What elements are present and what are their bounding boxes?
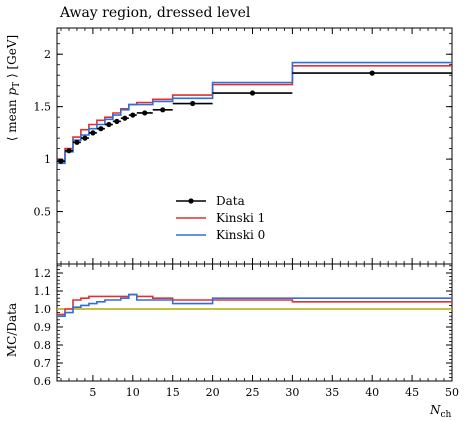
series-kinski1-step-line	[57, 65, 452, 161]
data-point	[90, 130, 96, 136]
x-tick-label: 10	[126, 386, 140, 399]
x-axis-label: Nch	[429, 403, 452, 420]
x-tick-label: 50	[445, 386, 459, 399]
data-point	[74, 139, 80, 145]
x-tick-label: 25	[246, 386, 260, 399]
legend-label-data: Data	[216, 194, 245, 208]
data-point	[142, 110, 148, 116]
data-point	[58, 158, 64, 164]
legend-label-kinski0: Kinski 0	[216, 228, 265, 242]
data-point	[249, 90, 256, 96]
x-tick-label: 35	[325, 386, 339, 399]
ratio-plot-frame: 0.6 0.7 0.8 0.9 1.0 1.1 1.2 5 10 15 20 25 30 35 40 45 50	[34, 263, 459, 399]
y-tick-label: 1	[44, 153, 51, 166]
ratio-y-axis-label: MC/Data	[5, 303, 19, 357]
data-point	[66, 148, 72, 154]
y-tick-label: 0.5	[34, 206, 52, 219]
legend: Data Kinski 1 Kinski 0	[176, 194, 265, 242]
y-tick-label: 2	[44, 48, 51, 61]
x-tick-label: 30	[285, 386, 299, 399]
y-tick-label: 1.0	[34, 303, 52, 316]
legend-label-kinski1: Kinski 1	[216, 211, 265, 225]
data-point	[98, 126, 104, 132]
legend-marker-data	[188, 198, 194, 204]
y-tick-label: 1.1	[34, 285, 52, 298]
data-point	[190, 100, 196, 107]
main-plot-series	[57, 61, 452, 165]
y-tick-label: 0.6	[34, 375, 52, 388]
ratio-series-kinski0-step-line	[57, 293, 452, 317]
data-point	[369, 70, 375, 76]
data-point	[160, 107, 166, 113]
plot-frame-border	[56, 263, 453, 382]
x-tick-label: 15	[166, 386, 180, 399]
y-tick-label: 0.7	[34, 357, 52, 370]
y-tick-label: 1.5	[34, 101, 52, 114]
data-point	[122, 115, 128, 121]
x-tick-label: 40	[365, 386, 379, 399]
y-tick-label: 0.8	[34, 339, 52, 352]
ratio-plot-series	[57, 293, 452, 317]
y-tick-label: 1.2	[34, 267, 52, 280]
x-tick-label: 5	[89, 386, 96, 399]
x-tick-label: 20	[206, 386, 220, 399]
x-tick-label: 45	[405, 386, 419, 399]
chart-title: Away region, dressed level	[59, 5, 251, 21]
data-point	[106, 121, 112, 128]
main-y-axis-label: ⟨ mean pT ⟩ [GeV]	[5, 35, 22, 141]
data-point	[114, 118, 120, 124]
y-tick-label: 0.9	[34, 321, 52, 334]
data-point	[130, 112, 136, 118]
data-point	[82, 135, 88, 141]
